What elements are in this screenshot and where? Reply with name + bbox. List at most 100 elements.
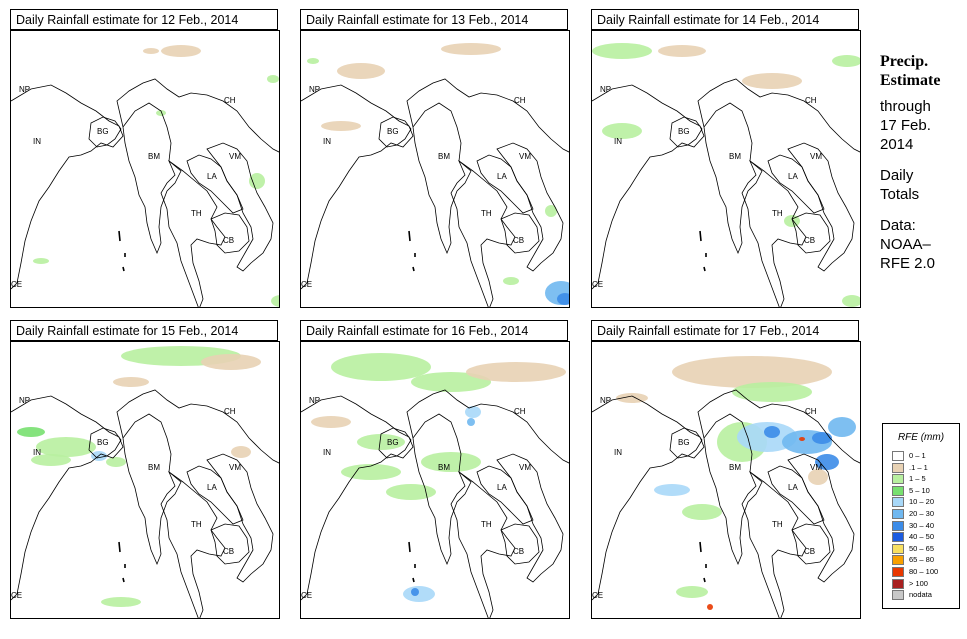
country-label: LA: [788, 483, 798, 492]
legend-swatch: [892, 520, 904, 531]
coastline: [11, 84, 124, 290]
country-label: NP: [600, 85, 611, 94]
rain-patch: [441, 43, 501, 55]
rain-patch: [143, 48, 159, 54]
country-label: CB: [513, 236, 524, 245]
country-label: VM: [810, 463, 822, 472]
through-date-line2: 2014: [880, 136, 914, 153]
panel-title: Daily Rainfall estimate for 14 Feb., 201…: [591, 9, 859, 30]
rain-patch: [403, 586, 435, 602]
legend-label: 40 – 50: [909, 532, 935, 542]
heading-line2: Estimate: [880, 72, 941, 89]
rainfall-map: NP CH IN BG BM VM LA TH CB CE: [10, 30, 280, 308]
country-label: CB: [223, 547, 234, 556]
legend-label: 5 – 10: [909, 485, 930, 495]
country-label: CB: [804, 236, 815, 245]
country-label: BG: [97, 127, 109, 136]
country-label: IN: [614, 448, 622, 457]
legend-title: RFE (mm): [897, 432, 945, 443]
info-panel: Precip. Estimate through 17 Feb. 2014 Da…: [880, 52, 966, 273]
rain-patch: [799, 437, 805, 441]
legend-swatch: [892, 555, 904, 566]
country-label: BG: [678, 438, 690, 447]
rain-patch: [737, 422, 797, 452]
rain-patch: [17, 427, 45, 437]
legend-label: 10 – 20: [909, 497, 935, 507]
country-label: BM: [729, 463, 741, 472]
through-label: through: [880, 98, 931, 115]
border-thailand: [450, 470, 516, 618]
legend-item: 1 – 5: [892, 474, 956, 485]
country-label: TH: [191, 209, 202, 218]
panel-title: Daily Rainfall estimate for 17 Feb., 201…: [591, 320, 859, 341]
map-svg: NP CH IN BG BM VM LA TH CB CE: [11, 346, 279, 618]
rain-patch: [271, 295, 279, 307]
border-laos: [186, 465, 244, 525]
legend-item: 0 – 1: [892, 451, 956, 461]
map-svg: NP CH IN BG BM VM LA TH CB CE: [301, 43, 569, 307]
rain-patch: [101, 597, 141, 607]
border-vietnam: [206, 142, 274, 272]
rain-patch: [467, 418, 475, 426]
rainfall-panel: Daily Rainfall estimate for 17 Feb., 201…: [591, 320, 861, 620]
rain-patch: [676, 586, 708, 598]
legend-item: .1 – 1: [892, 462, 956, 473]
border-bangladesh: [669, 116, 703, 148]
legend-item: 5 – 10: [892, 485, 956, 496]
rain-patch: [331, 353, 431, 381]
panel-title: Daily Rainfall estimate for 13 Feb., 201…: [300, 9, 568, 30]
border-laos: [476, 465, 534, 525]
border-vietnam: [787, 453, 855, 583]
heading-line1: Precip.: [880, 53, 929, 70]
rain-patch: [161, 45, 201, 57]
legend-item: 20 – 30: [892, 509, 956, 519]
country-label: CE: [11, 591, 22, 600]
rain-patch: [321, 121, 361, 131]
country-label: IN: [614, 137, 622, 146]
country-label: CE: [301, 591, 312, 600]
country-label: CH: [805, 407, 817, 416]
rain-patch: [602, 123, 642, 139]
rain-patch: [201, 354, 261, 370]
country-label: TH: [191, 520, 202, 529]
country-label: CE: [301, 280, 312, 289]
map-svg: NP CH IN BG BM VM LA TH CB CE: [592, 356, 860, 618]
border-vietnam: [496, 453, 564, 583]
border-laos: [186, 154, 244, 214]
legend-item: 50 – 65: [892, 543, 956, 554]
legend-item: 80 – 100: [892, 567, 956, 577]
border-vietnam: [206, 453, 274, 583]
rain-patch: [307, 58, 319, 64]
rain-patch: [808, 469, 828, 485]
country-label: IN: [33, 448, 41, 457]
country-label: CE: [592, 280, 603, 289]
rainfall-map: NP CH IN BG BM VM LA TH CB CE: [300, 341, 570, 619]
country-label: BM: [438, 152, 450, 161]
legend-item: 30 – 40: [892, 520, 956, 531]
rainfall-panel: Daily Rainfall estimate for 14 Feb., 201…: [591, 9, 861, 309]
country-label: BM: [148, 463, 160, 472]
islands: [408, 230, 416, 272]
rain-patch: [828, 417, 856, 437]
border-bangladesh: [88, 427, 122, 459]
legend-label: .1 – 1: [909, 462, 928, 472]
border-thailand: [741, 159, 807, 307]
legend-swatch: [892, 532, 904, 543]
country-label: VM: [519, 463, 531, 472]
data-line2: NOAA–: [880, 236, 931, 253]
map-svg: NP CH IN BG BM VM LA TH CB CE: [301, 353, 569, 618]
rainfall-panel: Daily Rainfall estimate for 13 Feb., 201…: [300, 9, 570, 309]
legend-swatch: [892, 509, 904, 519]
border-bangladesh: [669, 427, 703, 459]
rain-patch: [337, 63, 385, 79]
rain-patch: [267, 75, 279, 83]
rain-patch: [672, 356, 832, 388]
islands: [699, 230, 707, 272]
coastline: [592, 84, 705, 290]
country-label: VM: [810, 152, 822, 161]
country-label: CH: [514, 407, 526, 416]
border-thailand: [450, 159, 516, 307]
rain-patch: [106, 457, 126, 467]
border-myanmar: [412, 413, 472, 566]
